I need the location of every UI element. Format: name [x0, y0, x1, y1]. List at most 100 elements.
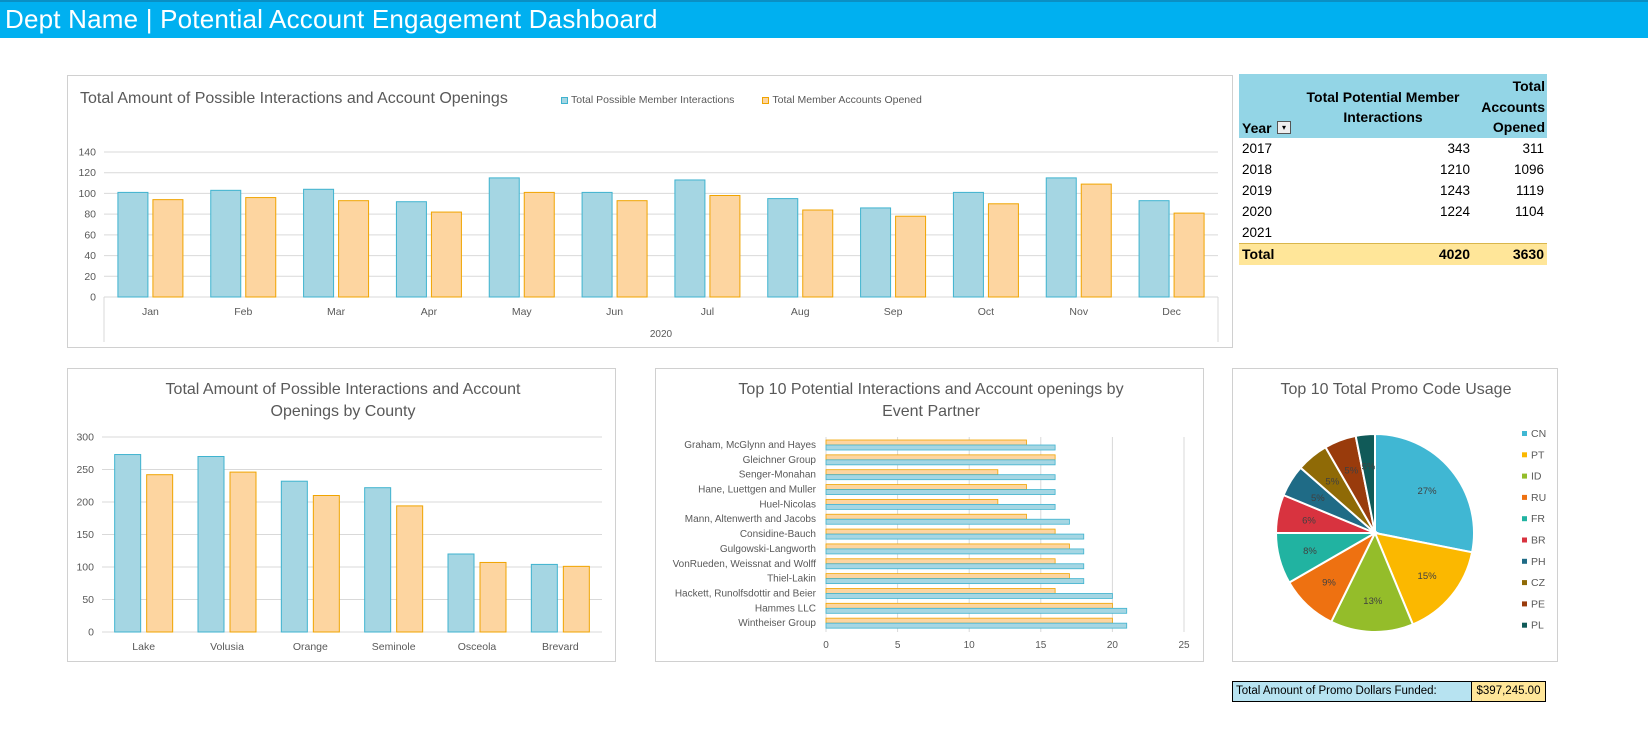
bar-interactions [825, 533, 1085, 540]
bar-interactions [860, 207, 892, 298]
legend-label: PE [1531, 598, 1545, 610]
bar-accounts [825, 498, 999, 505]
bar-interactions [825, 622, 1128, 629]
bar-interactions [825, 578, 1085, 585]
legend-label: RU [1531, 492, 1546, 504]
y-tick-label: 120 [78, 167, 96, 179]
bar-accounts [825, 573, 1070, 580]
bar-interactions [1045, 177, 1077, 298]
legend-label: FR [1531, 513, 1545, 525]
legend-label: BR [1531, 535, 1546, 547]
pivot-accounts-cell: 1096 [1513, 162, 1544, 177]
bar-accounts [825, 469, 999, 476]
year-filter-button[interactable]: ▾ [1277, 121, 1291, 134]
y-tick-label: 250 [76, 464, 94, 476]
partner-chart-panel[interactable]: Top 10 Potential Interactions and Accoun… [655, 368, 1204, 662]
y-category-label: Hammes LLC [755, 603, 816, 614]
pie-slice-cn [1374, 432, 1475, 554]
x-tick-label: Seminole [372, 641, 416, 653]
x-tick-label: 15 [1035, 640, 1047, 651]
x-tick-label: May [512, 306, 533, 318]
bar-interactions [767, 198, 799, 298]
bar-accounts [825, 558, 1056, 565]
y-tick-label: 100 [78, 188, 96, 200]
county-bar-chart: 0 50 100 150 200 250 300 Lake Volusia Orange Semin… [76, 432, 602, 653]
y-category-label: Hackett, Runolfsdottir and Beier [675, 588, 817, 599]
legend-label: PL [1531, 620, 1544, 632]
promo-pie-chart: 27%15%13%9%8%6%5%5%5% 5%CNPTIDRUFRBRPHCZP… [1274, 428, 1546, 633]
y-tick-label: 200 [76, 497, 94, 509]
y-tick-label: 140 [78, 147, 96, 159]
legend-label-accounts: Total Member Accounts Opened [772, 94, 922, 106]
dashboard-title: Dept Name | Potential Account Engagement… [5, 4, 658, 34]
pivot-year-cell: 2020 [1242, 204, 1273, 219]
x-tick-label: Brevard [542, 641, 579, 653]
legend-label: ID [1531, 471, 1542, 483]
bar-accounts [479, 561, 507, 633]
x-tick-label: Mar [327, 306, 346, 318]
legend-swatch [1522, 431, 1527, 436]
bar-interactions [210, 189, 242, 298]
pie-slice-pl [1354, 432, 1376, 534]
legend-swatch-interactions [561, 96, 568, 104]
dashboard-header: Dept Name | Potential Account Engagement… [0, 0, 1648, 38]
pie-data-label: 27% [1418, 486, 1438, 497]
promo-chart-title: Top 10 Total Promo Code Usage [1280, 381, 1512, 398]
legend-swatch [1522, 580, 1527, 586]
y-category-label: Graham, McGlynn and Hayes [684, 440, 816, 451]
pivot-row: 2020 1224 1104 [1239, 201, 1547, 222]
bar-accounts [825, 513, 1027, 520]
year-pivot-table: Year ▾ Total Potential Member Interactio… [1239, 74, 1547, 265]
legend-label: CN [1531, 428, 1546, 440]
bar-accounts [229, 471, 257, 633]
x-tick-label: Jul [701, 306, 714, 318]
bar-accounts [245, 197, 277, 298]
bar-accounts [895, 215, 927, 298]
bar-interactions [581, 191, 613, 298]
x-tick-label: Dec [1162, 306, 1181, 318]
x-tick-label: 10 [964, 640, 976, 651]
x-tick-label: Osceola [458, 641, 497, 653]
y-category-label: Huel-Nicolas [759, 499, 816, 510]
legend-swatch [1522, 473, 1527, 479]
pivot-accounts-cell: 1104 [1514, 204, 1544, 219]
county-chart-panel[interactable]: Total Amount of Possible Interactions an… [67, 368, 616, 662]
monthly-chart-panel[interactable]: Total Amount of Possible Interactions an… [67, 75, 1233, 348]
pivot-row: 2019 1243 1119 [1239, 180, 1547, 201]
partner-chart-title: Top 10 Potential Interactions and Accoun… [738, 381, 1124, 420]
x-tick-label: 20 [1107, 640, 1119, 651]
bar-interactions [825, 474, 1056, 481]
pivot-header-interactions: Total Potential Member Interactions [1306, 89, 1460, 125]
bar-interactions [364, 487, 392, 633]
bar-accounts [825, 588, 1056, 594]
x-tick-label: Aug [791, 306, 810, 318]
x-tick-label: Lake [132, 641, 155, 653]
y-category-label: Considine-Bauch [740, 529, 816, 540]
bar-interactions [117, 191, 149, 298]
promo-chart-panel[interactable]: Top 10 Total Promo Code Usage 27% 15% 13% 9… [1232, 368, 1558, 662]
bar-interactions [825, 459, 1056, 466]
bar-interactions [825, 444, 1056, 451]
bar-accounts [430, 211, 462, 298]
bar-accounts [146, 474, 174, 633]
pivot-year-cell: 2018 [1242, 162, 1273, 177]
pivot-interactions-cell: 1243 [1439, 183, 1470, 198]
pivot-accounts-cell: 311 [1522, 141, 1544, 156]
y-category-label: Senger-Monahan [739, 470, 816, 481]
bar-accounts [825, 439, 1027, 446]
bar-interactions [395, 201, 427, 298]
pivot-row: 2021 [1239, 222, 1547, 243]
pie-data-label: 5% [1311, 493, 1325, 504]
bar-interactions [825, 563, 1085, 570]
bar-accounts [152, 199, 184, 298]
pivot-row: 2017 343 311 [1239, 138, 1547, 159]
legend-label: CZ [1531, 577, 1546, 589]
bar-accounts [523, 191, 555, 298]
pie-data-label: 5% [1344, 465, 1358, 476]
bar-interactions [825, 593, 1113, 599]
monthly-legend: Total Possible Member Interactions Total… [561, 94, 922, 106]
bar-interactions [303, 188, 335, 298]
x-tick-label: Jan [142, 306, 159, 318]
y-category-label: Hane, Luettgen and Muller [698, 485, 817, 496]
promo-funded-box: Total Amount of Promo Dollars Funded: $3… [1232, 681, 1546, 702]
